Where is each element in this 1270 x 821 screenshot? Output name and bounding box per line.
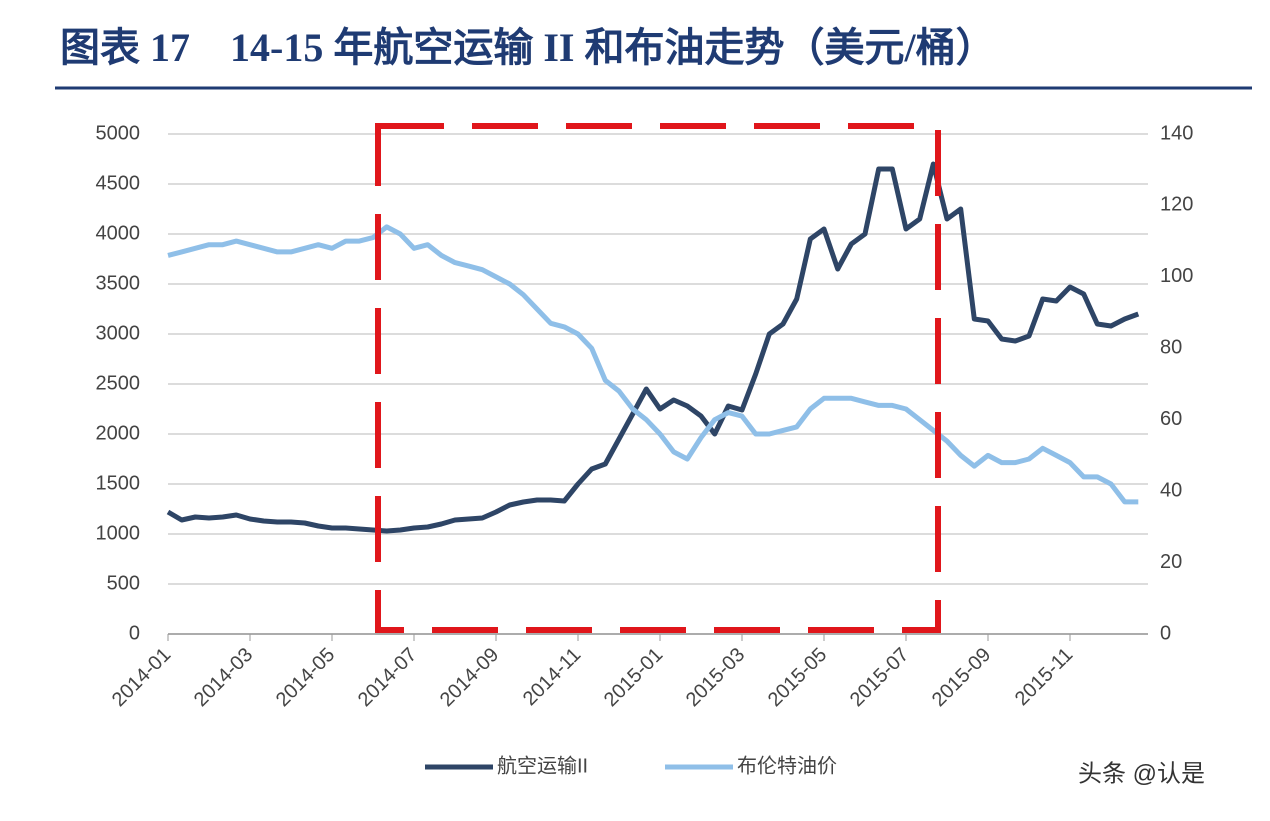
x-tick-label: 2014-07: [354, 644, 421, 711]
series-line: [166, 161, 1140, 534]
x-tick-label: 2015-03: [682, 644, 749, 711]
x-tick-label: 2014-11: [519, 644, 585, 710]
y-tick-label: 1500: [96, 472, 141, 494]
chart-title: 图表 17 14-15 年航空运输 II 和布油走势（美元/桶）: [60, 25, 996, 70]
x-tick-label: 2014-09: [436, 644, 503, 711]
y2-tick-label: 100: [1160, 265, 1193, 287]
watermark: 头条 @认是: [1078, 760, 1205, 787]
x-tick-label: 2014-03: [190, 644, 257, 711]
y-tick-label: 0: [129, 622, 140, 644]
x-tick-label: 2015-11: [1011, 644, 1077, 710]
x-tick-label: 2015-09: [928, 644, 995, 711]
legend-label: 航空运输II: [497, 754, 588, 777]
series-line: [167, 224, 1139, 505]
x-tick-label: 2014-01: [108, 644, 175, 711]
x-tick-label: 2015-07: [846, 644, 913, 711]
y-tick-label: 2000: [96, 422, 141, 444]
legend-label: 布伦特油价: [737, 754, 837, 777]
x-tick-label: 2014-05: [272, 644, 339, 711]
y2-tick-label: 80: [1160, 337, 1182, 359]
y-tick-label: 4000: [96, 222, 141, 244]
y2-tick-label: 120: [1160, 194, 1193, 216]
y-tick-label: 2500: [96, 372, 141, 394]
y2-tick-label: 60: [1160, 408, 1182, 430]
y-tick-label: 1000: [96, 522, 141, 544]
x-tick-label: 2015-05: [764, 644, 831, 711]
y-tick-label: 3500: [96, 272, 141, 294]
y-tick-label: 4500: [96, 172, 141, 194]
y2-tick-label: 0: [1160, 622, 1171, 644]
y-tick-label: 3000: [96, 322, 141, 344]
y2-tick-label: 20: [1160, 551, 1182, 573]
y2-tick-label: 40: [1160, 479, 1182, 501]
y2-tick-label: 140: [1160, 122, 1193, 144]
highlight-box: [375, 123, 941, 633]
x-tick-label: 2015-01: [600, 644, 667, 711]
y-tick-label: 5000: [96, 122, 141, 144]
y-tick-label: 500: [107, 572, 140, 594]
